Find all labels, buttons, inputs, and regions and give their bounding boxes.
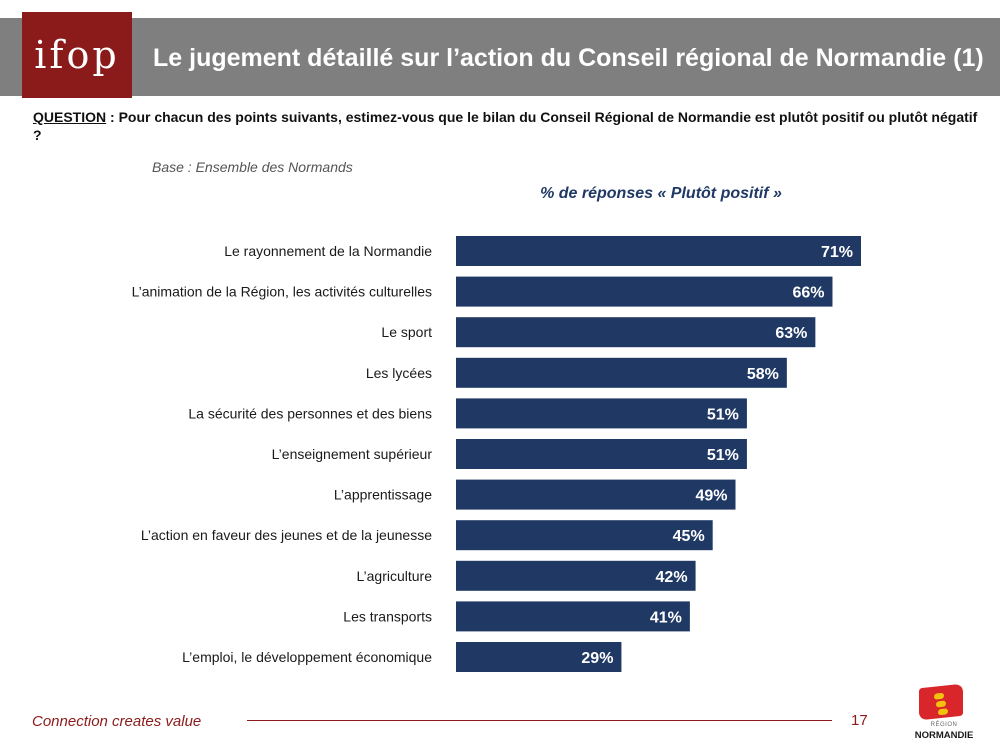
question: QUESTION : Pour chacun des points suivan… [33, 108, 978, 144]
category-label: La sécurité des personnes et des biens [188, 405, 432, 421]
bar-value-label: 42% [656, 569, 688, 586]
category-label: L’emploi, le développement économique [182, 649, 432, 665]
question-label: QUESTION [33, 109, 107, 125]
bar [456, 642, 622, 672]
ifop-logo: ifop [22, 12, 132, 98]
logo-text: ifop [34, 33, 120, 77]
base-note: Base : Ensemble des Normands [152, 159, 353, 175]
bar [456, 439, 747, 469]
bar [456, 479, 736, 510]
region-name-label: NORMANDIE [914, 730, 974, 741]
bar [456, 357, 787, 388]
region-small-label: RÉGION [930, 722, 958, 728]
bar-value-label: 41% [650, 609, 682, 626]
category-label: Le sport [381, 324, 432, 340]
footer-divider [247, 720, 832, 721]
region-normandie-logo: RÉGION NORMANDIE [914, 683, 974, 744]
header-band [0, 18, 1000, 96]
bar-value-label: 29% [581, 650, 613, 667]
question-text: : Pour chacun des points suivants, estim… [33, 109, 978, 143]
slide-title: Le jugement détaillé sur l’action du Con… [153, 44, 984, 72]
chart-title: % de réponses « Plutôt positif » [540, 185, 782, 202]
normandy-flag-icon [919, 683, 963, 721]
bar [456, 276, 833, 307]
bar [456, 317, 816, 348]
bar-value-label: 51% [707, 406, 739, 423]
bar [456, 398, 747, 429]
bar [456, 560, 696, 591]
bar-value-label: 66% [792, 285, 824, 302]
bar-value-label: 71% [821, 244, 853, 261]
category-label: L’enseignement supérieur [272, 446, 433, 462]
category-label: Le rayonnement de la Normandie [224, 243, 432, 259]
category-label: L’agriculture [357, 568, 433, 584]
bar-value-label: 58% [747, 366, 779, 383]
bar-value-label: 51% [707, 447, 739, 464]
category-label: Les lycées [366, 365, 432, 381]
category-label: Les transports [343, 608, 432, 624]
bar-value-label: 45% [673, 528, 705, 545]
category-label: L’action en faveur des jeunes et de la j… [141, 527, 432, 543]
bar [456, 520, 713, 551]
footer-tagline: Connection creates value [32, 713, 202, 730]
bar [456, 601, 690, 632]
bar-value-label: 49% [695, 488, 727, 505]
category-label: L’apprentissage [334, 487, 432, 503]
bar-value-label: 63% [775, 325, 807, 342]
page-number: 17 [851, 712, 868, 729]
bar [456, 236, 861, 266]
category-label: L’animation de la Région, les activités … [132, 284, 432, 300]
